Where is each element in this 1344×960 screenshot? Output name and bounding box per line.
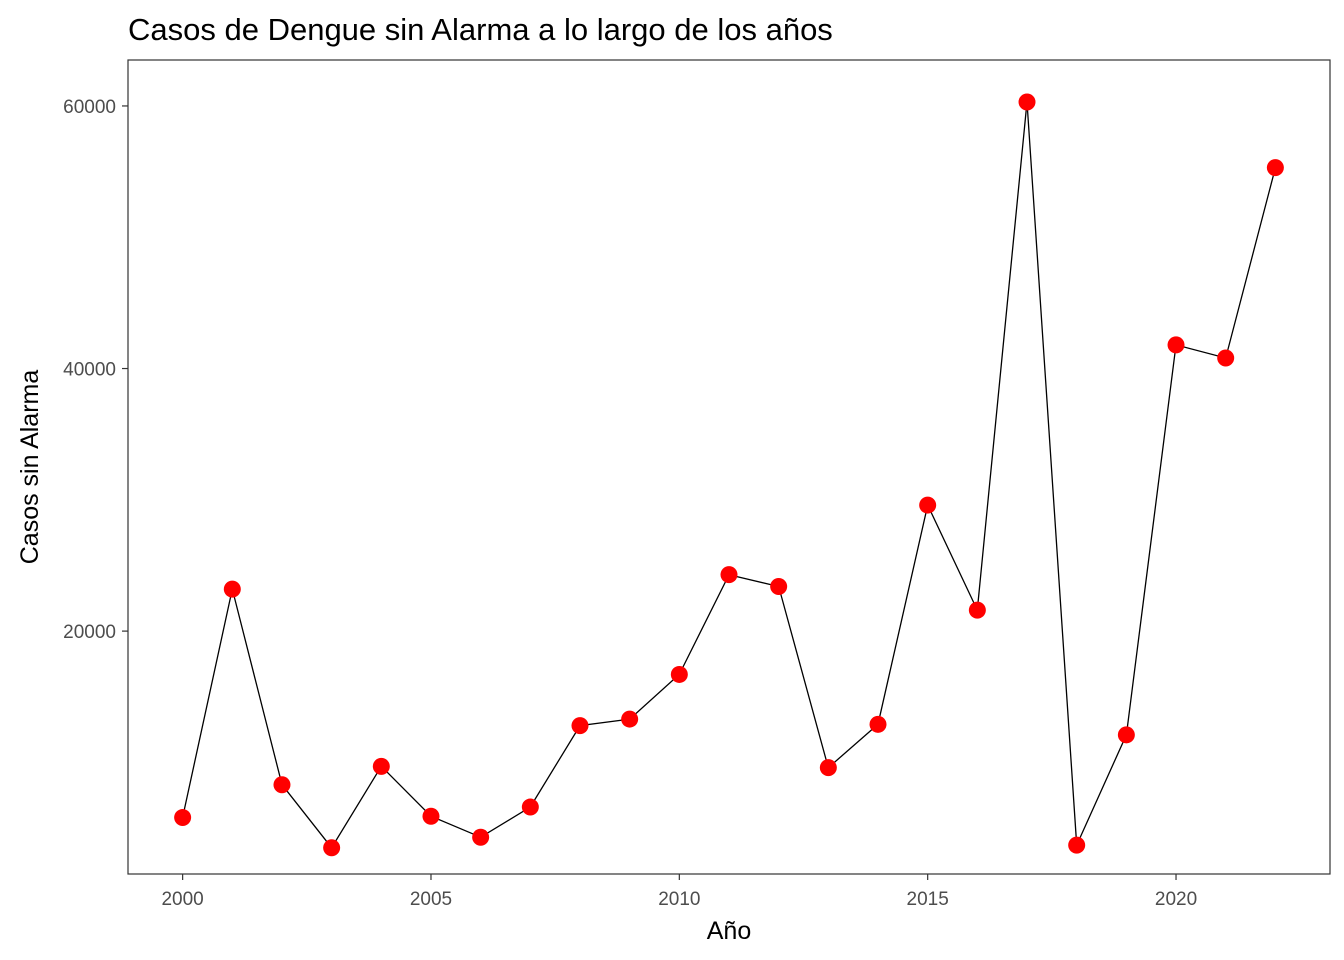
- x-tick-label: 2005: [410, 889, 452, 910]
- data-point: [1217, 349, 1235, 367]
- y-tick-label: 60000: [63, 97, 116, 118]
- data-point: [1018, 93, 1036, 111]
- data-point: [571, 717, 589, 735]
- data-points: [174, 93, 1284, 857]
- data-point: [968, 601, 986, 619]
- data-point: [819, 759, 837, 777]
- x-tick-label: 2000: [161, 889, 203, 910]
- data-point: [521, 798, 539, 816]
- x-axis: 2000 2005 2010 2015 2020: [161, 874, 1197, 910]
- data-point: [273, 776, 291, 794]
- data-point: [323, 839, 341, 857]
- data-point: [1266, 159, 1284, 177]
- data-point: [372, 757, 390, 775]
- y-tick-label: 20000: [63, 622, 116, 643]
- data-point: [1068, 836, 1086, 854]
- data-point: [670, 665, 688, 683]
- data-point: [223, 580, 241, 598]
- data-point: [919, 496, 937, 514]
- data-point: [174, 809, 192, 827]
- chart-title: Casos de Dengue sin Alarma a lo largo de…: [128, 12, 833, 47]
- data-point: [869, 715, 887, 733]
- y-axis: 20000 40000 60000: [63, 97, 128, 643]
- data-point: [422, 807, 440, 825]
- x-tick-label: 2010: [658, 889, 700, 910]
- data-point: [1167, 336, 1185, 354]
- y-tick-label: 40000: [63, 360, 116, 381]
- y-axis-title: Casos sin Alarma: [16, 370, 44, 565]
- plot-panel: [127, 59, 1331, 875]
- x-tick-label: 2015: [907, 889, 949, 910]
- series-line: [181, 101, 1277, 849]
- data-point: [770, 577, 788, 595]
- x-axis-title: Año: [707, 917, 751, 945]
- data-point: [1117, 726, 1135, 744]
- x-tick-label: 2020: [1155, 889, 1197, 910]
- data-point: [472, 828, 490, 846]
- data-point: [720, 566, 738, 584]
- data-point: [621, 710, 639, 728]
